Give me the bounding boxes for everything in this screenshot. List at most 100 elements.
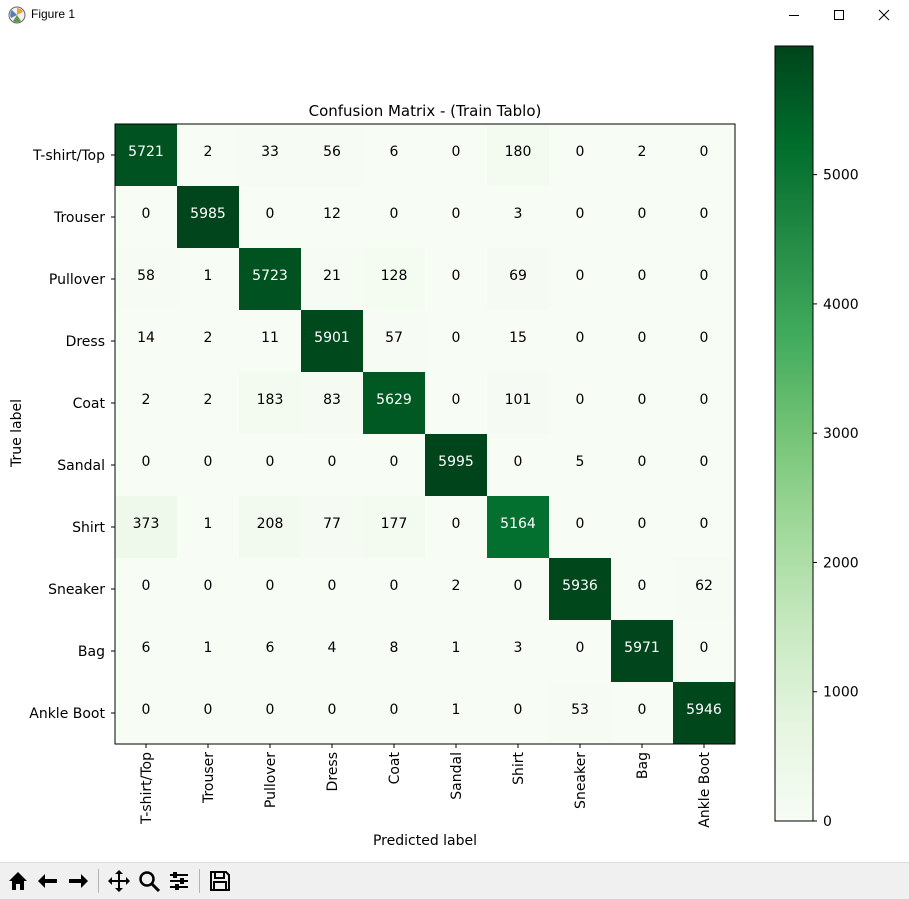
- y-tick-label: T-shirt/Top: [32, 148, 105, 164]
- y-tick-label: Ankle Boot: [29, 706, 105, 722]
- heatmap-cell: [673, 620, 735, 682]
- heatmap-cell: [301, 434, 363, 496]
- heatmap-cell: [487, 248, 549, 310]
- heatmap-cell: [425, 682, 487, 744]
- cell-value-label: 0: [452, 268, 461, 284]
- cell-value-label: 128: [381, 268, 408, 284]
- cell-value-label: 0: [576, 640, 585, 656]
- cell-value-label: 1: [204, 516, 213, 532]
- cell-value-label: 0: [638, 454, 647, 470]
- heatmap-cell: [425, 496, 487, 558]
- back-button[interactable]: [34, 867, 62, 895]
- heatmap-cell: [549, 558, 611, 620]
- home-icon: [9, 872, 27, 890]
- colorbar-tick-label: 4000: [823, 297, 859, 313]
- heatmap-cell: [425, 310, 487, 372]
- cell-value-label: 58: [137, 268, 155, 284]
- cell-value-label: 0: [328, 578, 337, 594]
- heatmap-cell: [425, 372, 487, 434]
- pan-icon: [108, 870, 130, 892]
- cell-value-label: 0: [390, 454, 399, 470]
- cell-value-label: 0: [700, 392, 709, 408]
- heatmap-cell: [115, 620, 177, 682]
- cell-value-label: 5721: [128, 144, 164, 160]
- heatmap-cell: [239, 186, 301, 248]
- heatmap-cell: [301, 682, 363, 744]
- forward-button[interactable]: [64, 867, 92, 895]
- heatmap-cell: [611, 310, 673, 372]
- heatmap-cell: [177, 558, 239, 620]
- cell-value-label: 2: [452, 578, 461, 594]
- heatmap-cell: [301, 310, 363, 372]
- cell-value-label: 0: [452, 392, 461, 408]
- maximize-button[interactable]: [816, 0, 862, 30]
- cell-value-label: 57: [385, 330, 403, 346]
- cell-value-label: 0: [204, 454, 213, 470]
- cell-value-label: 6: [266, 640, 275, 656]
- cell-value-label: 2: [204, 392, 213, 408]
- cell-value-label: 77: [323, 516, 341, 532]
- heatmap-cell: [239, 124, 301, 186]
- y-tick-label: Bag: [78, 644, 105, 660]
- cell-value-label: 0: [638, 392, 647, 408]
- x-tick-label: Dress: [325, 752, 341, 791]
- home-button[interactable]: [4, 867, 32, 895]
- cell-value-label: 373: [133, 516, 160, 532]
- configure-subplots-icon: [170, 872, 188, 890]
- heatmap-cell: [363, 682, 425, 744]
- cell-value-label: 5946: [686, 702, 722, 718]
- toolbar-separator: [98, 869, 99, 893]
- cell-value-label: 0: [700, 516, 709, 532]
- cell-value-label: 0: [638, 578, 647, 594]
- close-button[interactable]: [861, 0, 907, 30]
- y-tick-label: Dress: [66, 334, 105, 350]
- x-axis-label: Predicted label: [373, 833, 477, 849]
- heatmap-cells: [115, 124, 735, 744]
- heatmap-cell: [673, 496, 735, 558]
- heatmap-cell: [673, 248, 735, 310]
- cell-value-label: 6: [142, 640, 151, 656]
- heatmap-cell: [177, 372, 239, 434]
- configure-subplots-button[interactable]: [165, 867, 193, 895]
- heatmap-cell: [177, 434, 239, 496]
- zoom-button[interactable]: [135, 867, 163, 895]
- cell-value-label: 6: [390, 144, 399, 160]
- cell-value-label: 0: [204, 578, 213, 594]
- cell-value-label: 0: [514, 454, 523, 470]
- heatmap-cell: [611, 434, 673, 496]
- heatmap-cell: [239, 310, 301, 372]
- colorbar: 0 1000 2000 3000 4000 5000: [774, 45, 859, 830]
- heatmap-cell: [239, 558, 301, 620]
- heatmap-cell: [673, 372, 735, 434]
- cell-value-label: 2: [142, 392, 151, 408]
- heatmap-cell: [611, 372, 673, 434]
- colorbar-tick-label: 2000: [823, 555, 859, 571]
- heatmap-cell: [611, 186, 673, 248]
- y-tick-label: Coat: [73, 396, 106, 412]
- figure-canvas[interactable]: Confusion Matrix - (Train Tablo) Predict…: [0, 30, 909, 862]
- save-button[interactable]: [206, 867, 234, 895]
- heatmap-cell: [363, 372, 425, 434]
- heatmap-cell: [549, 248, 611, 310]
- cell-value-label: 5936: [562, 578, 598, 594]
- heatmap-cell: [549, 124, 611, 186]
- minimize-button[interactable]: [771, 0, 817, 30]
- heatmap-cell: [549, 434, 611, 496]
- cell-value-label: 5971: [624, 640, 660, 656]
- heatmap-cell: [363, 434, 425, 496]
- heatmap-cell: [673, 186, 735, 248]
- cell-value-label: 0: [266, 206, 275, 222]
- colorbar-tick-label: 3000: [823, 426, 859, 442]
- x-tick-label: Coat: [387, 752, 403, 785]
- heatmap-cell: [239, 434, 301, 496]
- cell-value-label: 1: [452, 702, 461, 718]
- heatmap-cell: [239, 496, 301, 558]
- window-titlebar: Figure 1: [0, 0, 909, 30]
- cell-value-label: 2: [638, 144, 647, 160]
- zoom-icon: [139, 871, 161, 893]
- pan-button[interactable]: [105, 867, 133, 895]
- heatmap-cell: [363, 620, 425, 682]
- heatmap-cell: [363, 496, 425, 558]
- cell-value-label: 2: [204, 144, 213, 160]
- plot-frame: [114, 123, 736, 745]
